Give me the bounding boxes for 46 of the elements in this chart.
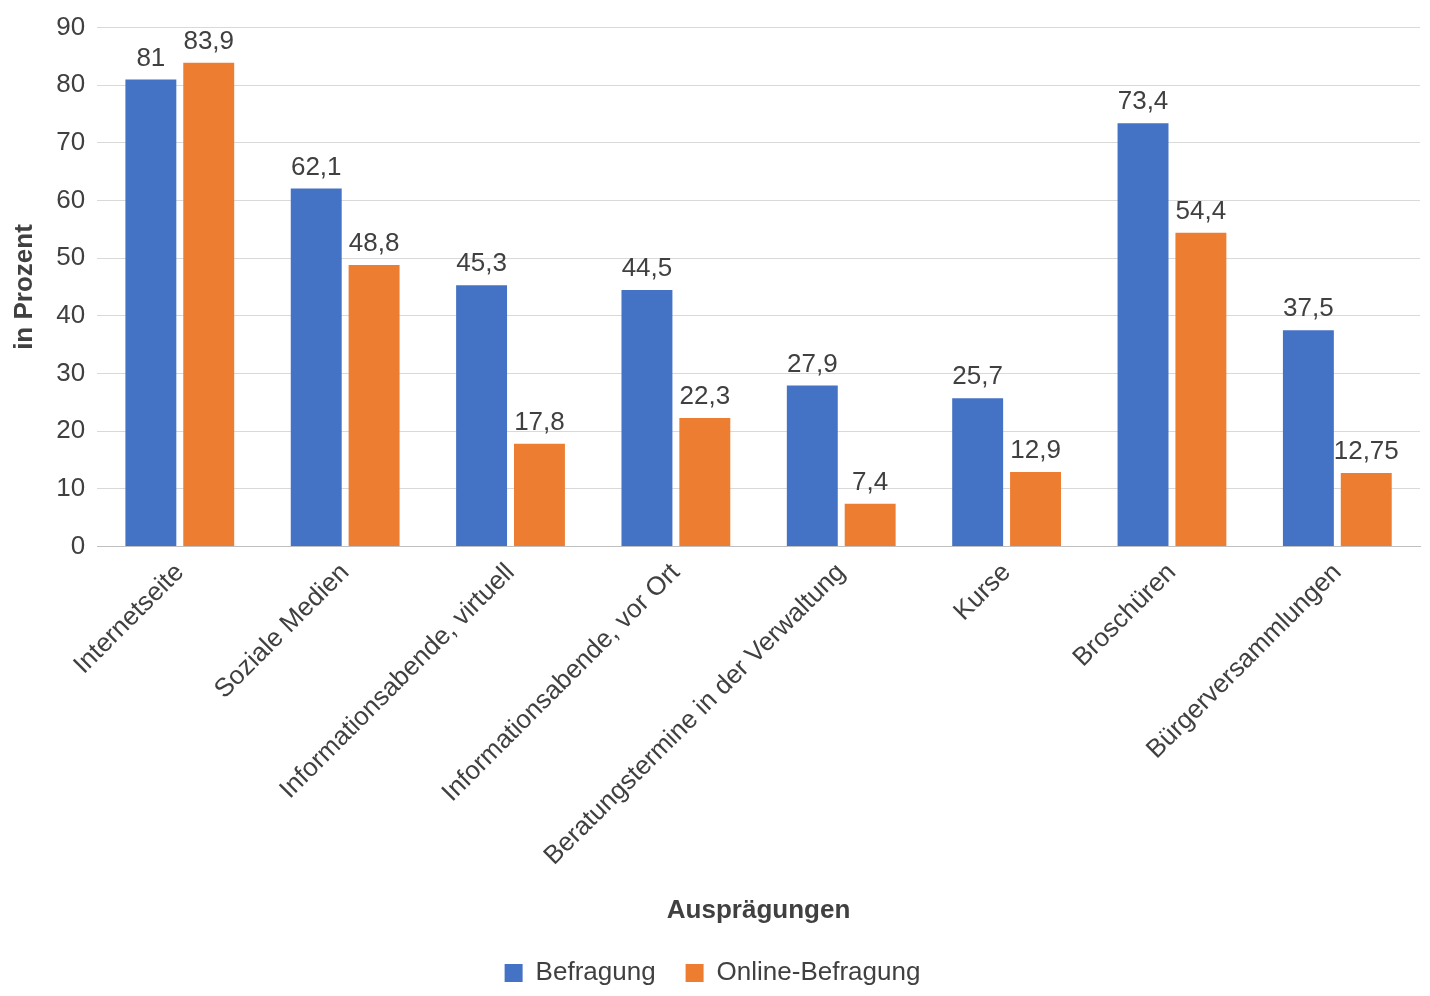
y-tick-label: 20 [56,414,86,445]
data-label: 17,8 [514,406,565,437]
data-label: 44,5 [621,252,673,283]
bar [1340,472,1392,546]
y-tick-label: 90 [56,10,86,41]
legend-label: Online-Befragung [716,956,921,987]
data-label: 7,4 [852,465,889,496]
data-label: 62,1 [290,150,342,181]
bar [183,62,235,546]
data-label: 27,9 [787,347,838,378]
data-label: 73,4 [1117,85,1169,116]
y-tick-label: 0 [70,529,86,560]
bar [290,188,342,546]
y-tick-label: 60 [56,183,86,214]
data-label: 12,9 [1010,434,1061,465]
data-label: 54,4 [1175,195,1227,226]
bar [1282,330,1334,546]
data-label: 25,7 [952,360,1003,391]
bar [679,417,731,546]
bar [1117,123,1169,546]
bar [844,503,896,546]
x-axis-title: Ausprägungen [666,893,851,924]
data-label: 83,9 [183,24,235,55]
bar [513,443,565,546]
bar [786,385,838,546]
data-label: 37,5 [1283,292,1334,323]
bar [621,289,673,546]
data-label: 22,3 [679,380,731,411]
data-label: 45,3 [456,247,507,278]
y-tick-label: 50 [56,241,86,272]
legend-label: Befragung [535,956,656,987]
y-tick-label: 30 [56,356,86,387]
bar [456,285,508,546]
y-tick-label: 40 [56,299,86,330]
y-tick-label: 10 [56,471,86,502]
bar [348,265,400,546]
bar [1175,232,1227,546]
bar [125,79,177,546]
data-label: 81 [136,41,166,72]
y-tick-label: 80 [56,68,86,99]
bar [1010,472,1061,546]
y-axis-title: in Prozent [7,223,38,350]
data-label: 12,75 [1333,435,1399,466]
data-label: 48,8 [348,227,400,258]
y-tick-label: 70 [56,126,86,157]
bar [952,398,1004,546]
